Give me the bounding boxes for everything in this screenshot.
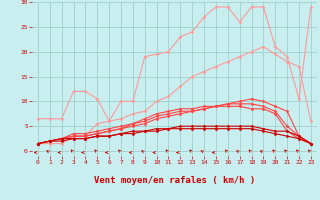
X-axis label: Vent moyen/en rafales ( km/h ): Vent moyen/en rafales ( km/h ) [94,176,255,185]
